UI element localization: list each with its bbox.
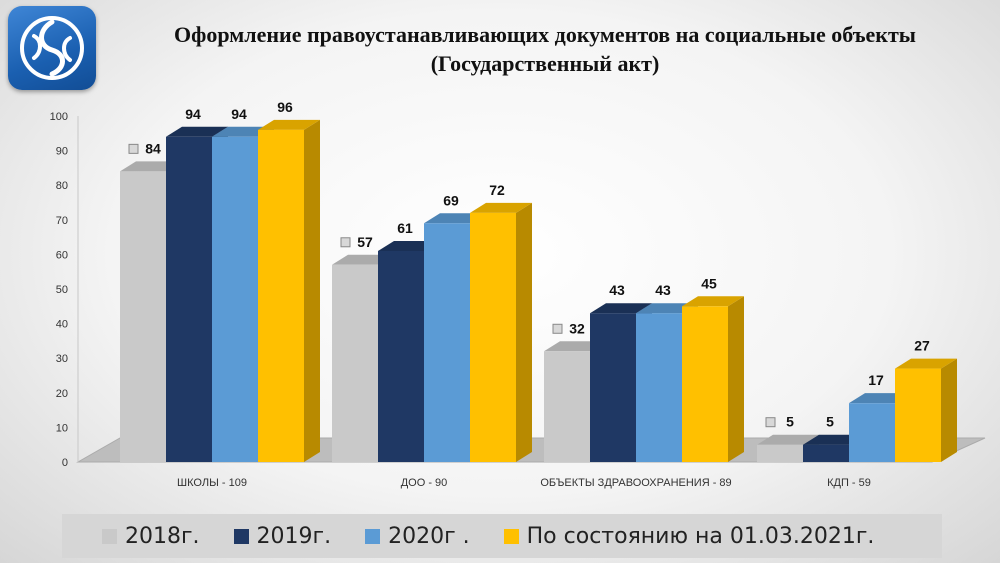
bar-top bbox=[682, 296, 744, 307]
bar bbox=[757, 444, 803, 462]
chart-title: Оформление правоустанавливающих документ… bbox=[100, 20, 990, 78]
bar-side bbox=[941, 358, 957, 462]
data-label: 43 bbox=[609, 282, 625, 298]
y-tick-label: 100 bbox=[50, 111, 68, 123]
data-label-marker bbox=[552, 323, 563, 334]
data-label-marker bbox=[340, 237, 351, 248]
bar bbox=[544, 351, 590, 462]
chart-title-line2: (Государственный акт) bbox=[430, 51, 660, 76]
bar bbox=[849, 403, 895, 462]
bar bbox=[895, 368, 941, 462]
bar-top bbox=[258, 119, 320, 130]
bar bbox=[636, 313, 682, 462]
legend-label-2020: 2020г . bbox=[388, 523, 470, 549]
logo bbox=[8, 6, 96, 90]
legend-item-2018: 2018г. bbox=[102, 524, 200, 549]
bar-side bbox=[516, 202, 532, 462]
bar bbox=[166, 136, 212, 462]
legend-item-2020: 2020г . bbox=[365, 524, 470, 549]
data-label: 17 bbox=[868, 372, 884, 388]
data-label: 84 bbox=[145, 140, 161, 156]
y-tick-label: 90 bbox=[56, 146, 68, 158]
data-label: 43 bbox=[655, 282, 671, 298]
legend-swatch-2021 bbox=[503, 528, 519, 544]
y-tick-label: 10 bbox=[56, 422, 68, 434]
y-tick-label: 60 bbox=[56, 249, 68, 261]
y-tick-label: 40 bbox=[56, 319, 68, 331]
legend-label-2018: 2018г. bbox=[125, 523, 200, 549]
legend-swatch-2020 bbox=[365, 528, 381, 544]
legend-swatch-2019 bbox=[233, 528, 249, 544]
y-tick-label: 30 bbox=[56, 353, 68, 365]
legend-item-2021: По состоянию на 01.03.2021г. bbox=[503, 523, 875, 549]
y-tick-label: 20 bbox=[56, 388, 68, 400]
legend-label-2021: По состоянию на 01.03.2021г. bbox=[526, 523, 875, 549]
bar-chart: 0 10 20 30 40 50 60 70 80 90 100 84 94 94 96 ШКОЛЫ - 10… bbox=[50, 99, 986, 489]
bar bbox=[803, 444, 849, 462]
bar-top bbox=[166, 126, 228, 137]
x-category-label: ОБЪЕКТЫ ЗДРАВООХРАНЕНИЯ - 89 bbox=[540, 477, 731, 489]
y-tick-label: 70 bbox=[56, 215, 68, 227]
bar-top bbox=[590, 303, 652, 314]
legend-label-2019: 2019г. bbox=[256, 523, 332, 549]
bar bbox=[682, 306, 728, 462]
bar-side bbox=[728, 296, 744, 462]
data-label: 45 bbox=[701, 275, 717, 291]
data-label: 5 bbox=[786, 414, 794, 430]
bar bbox=[120, 171, 166, 463]
y-tick-label: 50 bbox=[56, 284, 68, 296]
bar bbox=[590, 313, 636, 462]
legend-item-2019: 2019г. bbox=[233, 523, 332, 549]
legend: 2018г. 2019г. 2020г . По состоянию на 01… bbox=[62, 514, 942, 558]
data-label: 57 bbox=[357, 234, 373, 250]
data-label: 61 bbox=[397, 220, 413, 236]
data-label: 72 bbox=[489, 182, 505, 198]
bar-side bbox=[304, 119, 320, 462]
bar bbox=[258, 129, 304, 462]
bar bbox=[212, 136, 258, 462]
bar bbox=[378, 250, 424, 462]
bar bbox=[424, 223, 470, 462]
data-label-marker bbox=[765, 417, 776, 428]
logo-emblem-icon bbox=[20, 16, 84, 80]
data-label: 27 bbox=[914, 338, 930, 354]
x-category-label: ШКОЛЫ - 109 bbox=[177, 477, 247, 489]
data-label-marker bbox=[128, 143, 139, 154]
data-label: 5 bbox=[826, 414, 834, 430]
data-label: 32 bbox=[569, 320, 585, 336]
chart-title-line1: Оформление правоустанавливающих документ… bbox=[174, 22, 916, 47]
bar bbox=[332, 264, 378, 462]
bar bbox=[470, 212, 516, 462]
x-category-label: КДП - 59 bbox=[827, 477, 871, 489]
data-label: 94 bbox=[231, 106, 247, 122]
bar-top bbox=[470, 202, 532, 213]
bar-top bbox=[895, 358, 957, 369]
data-label: 94 bbox=[185, 106, 201, 122]
data-label: 69 bbox=[443, 192, 459, 208]
y-tick-label: 0 bbox=[62, 457, 68, 469]
x-category-label: ДОО - 90 bbox=[401, 477, 448, 489]
legend-swatch-2018 bbox=[102, 528, 117, 544]
y-tick-label: 80 bbox=[56, 180, 68, 192]
data-label: 96 bbox=[277, 99, 293, 115]
bar-top bbox=[757, 434, 819, 445]
